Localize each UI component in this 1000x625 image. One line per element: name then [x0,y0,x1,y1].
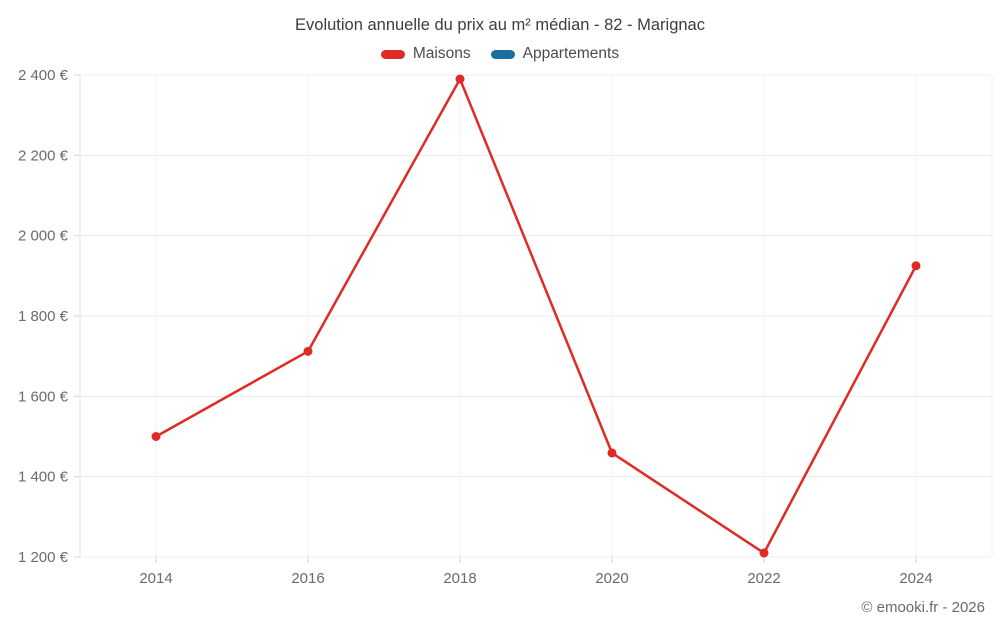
x-axis-label: 2022 [747,570,780,587]
legend-label-appartements: Appartements [522,45,620,62]
appartements-series-swatch-icon [490,49,515,59]
y-axis-label: 1 200 € [18,549,69,566]
x-axis-label: 2024 [899,570,932,587]
legend-item-appartements[interactable]: Appartements [490,45,620,63]
chart-legend: Maisons Appartements [0,45,1000,63]
data-point-maisons-2024 [911,261,921,271]
chart-title: Evolution annuelle du prix au m² médian … [295,16,705,34]
data-point-maisons-2014 [151,432,161,441]
legend-label-maisons: Maisons [412,45,471,62]
watermark-credit: © emooki.fr - 2026 [861,599,985,616]
data-point-maisons-2016 [303,346,313,356]
y-axis-label: 2 200 € [18,147,69,164]
y-axis-label: 1 600 € [18,388,69,405]
data-point-maisons-2020 [607,448,617,458]
legend-item-maisons[interactable]: Maisons [380,45,471,63]
maisons-series-swatch-icon [380,49,405,59]
data-point-maisons-2018 [455,74,465,84]
x-axis-label: 2016 [291,570,324,587]
y-axis-label: 1 800 € [18,308,69,325]
x-axis-label: 2020 [595,570,628,587]
x-axis-label: 2014 [139,570,172,587]
x-axis-label: 2018 [443,570,476,587]
y-axis-label: 2 000 € [18,228,69,245]
y-axis-label: 1 400 € [18,469,69,486]
y-axis-label: 2 400 € [18,67,69,84]
series-line-maisons [155,77,918,555]
data-point-maisons-2022 [759,548,769,558]
